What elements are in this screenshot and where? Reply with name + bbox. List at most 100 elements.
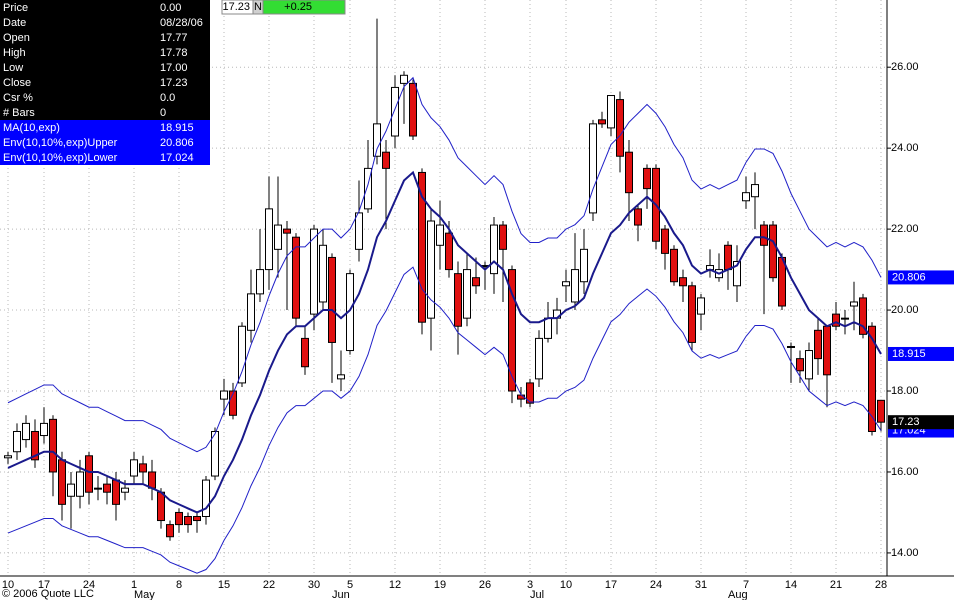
candle-body <box>544 317 552 339</box>
x-tick-label: 5 <box>347 579 353 591</box>
candle-body <box>463 269 471 319</box>
candle-body <box>805 350 813 380</box>
candle-body <box>337 374 345 380</box>
close-tag-box <box>888 415 954 430</box>
panel-value: 18.915 <box>160 122 194 134</box>
candle-body <box>94 487 102 490</box>
flag: N <box>254 1 262 13</box>
y-tick-label: 14.00 <box>891 547 919 559</box>
candle-body <box>742 192 750 202</box>
panel-label: Low <box>3 62 23 74</box>
panel-label: Csr % <box>3 92 33 104</box>
candle-body <box>31 430 39 461</box>
candle-body <box>382 151 390 169</box>
panel-value: 17.23 <box>160 77 188 89</box>
candle-body <box>292 236 300 319</box>
candle-body <box>40 422 48 437</box>
candle-body <box>166 524 174 538</box>
candle-body <box>148 471 156 489</box>
series-tag: 20.806 <box>892 271 926 283</box>
series-tag: 18.915 <box>892 348 926 360</box>
candle-body <box>625 151 633 194</box>
panel-row <box>0 90 210 105</box>
candle-body <box>832 313 840 327</box>
x-tick-label: 26 <box>479 579 491 591</box>
candle-body <box>67 483 75 497</box>
x-tick-label: 21 <box>830 579 842 591</box>
panel-value: 17.00 <box>160 62 188 74</box>
x-tick-label: 10 <box>2 579 14 591</box>
panel-value: 20.806 <box>160 137 194 149</box>
candle-body <box>274 224 282 250</box>
candle-body <box>661 228 669 254</box>
month-label: May <box>134 589 155 600</box>
candle-body <box>229 390 237 416</box>
panel-row <box>0 135 210 150</box>
candle-body <box>616 99 624 157</box>
candle-body <box>535 337 543 380</box>
y-tick-label: 20.00 <box>891 304 919 316</box>
candle-body <box>121 487 129 493</box>
candle-body <box>184 515 192 526</box>
last-price: 17.23 <box>222 1 250 13</box>
candle-body <box>130 459 138 477</box>
candle-body <box>796 358 804 372</box>
candle-body <box>769 224 777 279</box>
candle-body <box>679 277 687 287</box>
panel-row <box>0 105 210 120</box>
candle-body <box>409 82 417 137</box>
x-tick-label: 24 <box>650 579 662 591</box>
x-tick-label: 31 <box>695 579 707 591</box>
month-label: Aug <box>728 589 748 600</box>
candle-body <box>139 463 147 473</box>
candle-body <box>157 491 165 522</box>
candle-body <box>265 208 273 271</box>
overlay-line <box>7 76 882 453</box>
panel-row <box>0 120 210 135</box>
panel-row <box>0 45 210 60</box>
series-tag-box <box>888 270 954 285</box>
close-tag: 17.23 <box>892 416 920 428</box>
x-tick-label: 15 <box>218 579 230 591</box>
series-tag-box <box>888 346 954 361</box>
candle-body <box>589 123 597 214</box>
candle-body <box>508 269 516 392</box>
candle-body <box>472 277 480 287</box>
candle-body <box>85 455 93 493</box>
x-tick-label: 24 <box>83 579 95 591</box>
x-tick-label: 17 <box>38 579 50 591</box>
panel-label: Env(10,10%,exp)Lower <box>3 152 118 164</box>
candle-body <box>202 479 210 517</box>
panel-label: Date <box>3 17 26 29</box>
x-tick-label: 30 <box>308 579 320 591</box>
candle-body <box>256 269 264 295</box>
overlay-line <box>7 266 882 574</box>
candle-body <box>760 224 768 246</box>
candle-body <box>49 418 57 473</box>
candle-body <box>787 345 795 348</box>
candle-body <box>400 74 408 84</box>
y-tick-label: 26.00 <box>891 61 919 73</box>
candle-body <box>112 479 120 505</box>
month-label: Jul <box>530 589 544 600</box>
candle-body <box>22 422 30 441</box>
panel-label: Price <box>3 2 28 14</box>
panel-value: 17.77 <box>160 32 188 44</box>
change: +0.25 <box>284 1 312 13</box>
candle-body <box>697 297 705 315</box>
month-label: Jun <box>332 589 350 600</box>
panel-value: 0.00 <box>160 2 181 14</box>
panel-label: Env(10,10%,exp)Upper <box>3 137 118 149</box>
y-tick-label: 24.00 <box>891 142 919 154</box>
candle-body <box>733 260 741 287</box>
candle-body <box>436 224 444 246</box>
candle-body <box>76 471 84 497</box>
candle-body <box>823 325 831 376</box>
x-tick-label: 19 <box>434 579 446 591</box>
candle-body <box>607 95 615 129</box>
y-tick-label: 22.00 <box>891 223 919 235</box>
copyright: © 2006 Quote LLC <box>2 588 94 600</box>
overlays <box>7 76 882 574</box>
